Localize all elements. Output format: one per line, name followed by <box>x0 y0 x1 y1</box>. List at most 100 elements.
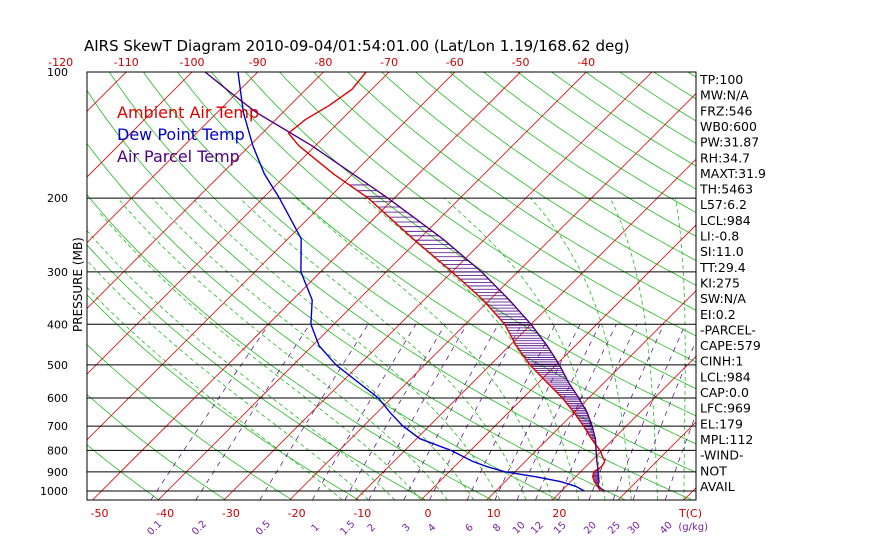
stat-entry: TT:29.4 <box>699 260 746 275</box>
isotherm-line <box>0 63 4 500</box>
series-line-air-parcel-temp <box>204 72 605 492</box>
mixing-ratio-line <box>403 324 499 500</box>
moist-adiabat-line <box>239 197 527 500</box>
y-axis-label: PRESSURE (MB) <box>71 237 85 332</box>
bottom-temperature-tick-label: -50 <box>91 507 109 520</box>
isotherm-line <box>92 72 522 500</box>
pressure-tick-label: 500 <box>47 359 68 372</box>
mixing-ratio-tick-label: 25 <box>606 520 623 537</box>
mixing-ratio-tick-label: 0.5 <box>254 519 273 538</box>
mixing-ratio-tick-label: 0.1 <box>146 519 165 538</box>
stat-entry: MAXT:31.9 <box>700 166 766 181</box>
stat-entry: WB0:600 <box>700 119 757 134</box>
stat-entry: LCL:984 <box>700 369 751 384</box>
top-temperature-tick-label: -120 <box>48 56 73 69</box>
stat-entry: -PARCEL- <box>700 322 756 337</box>
mixing-ratio-tick-label: 4 <box>426 522 438 534</box>
mixing-ratio-tick-label: 12 <box>529 520 546 537</box>
stat-entry: AVAIL <box>700 479 735 494</box>
cape-hatching <box>349 184 599 484</box>
mixing-ratio-tick-label: 30 <box>626 520 643 537</box>
stat-entry: FRZ:546 <box>700 103 753 118</box>
dry-adiabat-line <box>741 63 870 500</box>
sounding-series <box>204 72 606 492</box>
moist-adiabat-line <box>443 197 606 500</box>
stat-entry: KI:275 <box>700 275 740 290</box>
pressure-tick-label: 800 <box>47 444 68 457</box>
legend: Ambient Air Temp Dew Point Temp Air Parcel… <box>117 103 259 166</box>
mixing-ratio-tick-label: 0.2 <box>190 519 209 538</box>
dry-adiabat-line <box>244 72 696 390</box>
stat-entry: CAP:0.0 <box>700 385 749 400</box>
isotherm-line <box>750 63 870 500</box>
pressure-tick-label: 400 <box>47 318 68 331</box>
mixing-ratio-line <box>150 324 270 500</box>
stability-indices: TP:100MW:N/AFRZ:546WB0:600PW:31.87RH:34.… <box>699 72 766 494</box>
bottom-temperature-axis: -50 -40 -30 -20 -10 0 10 20 T(C) <box>91 507 702 520</box>
mixing-ratio-line <box>612 324 686 500</box>
top-temperature-tick-label: -100 <box>180 56 205 69</box>
moist-adiabat-line <box>152 197 475 500</box>
mixing-ratio-tick-label: 10 <box>511 520 528 537</box>
isotherm-line <box>355 158 696 500</box>
mixing-ratio-line <box>429 324 522 500</box>
isobars <box>87 197 696 492</box>
isotherm-line <box>420 224 696 500</box>
moist-adiabat-line <box>87 259 369 500</box>
top-temperature-tick-label: -70 <box>380 56 398 69</box>
mixing-ratio-line <box>344 324 446 500</box>
mixing-ratio-tick-label: 40 <box>658 520 675 537</box>
mixing-ratio-line <box>312 324 417 500</box>
moist-adiabat-line <box>609 197 658 500</box>
moist-adiabat-line <box>98 211 422 500</box>
isotherm-line <box>87 72 390 375</box>
isotherms <box>0 63 870 500</box>
mixing-ratio-tick-label: 2 <box>366 522 378 534</box>
isotherm-line <box>552 355 696 500</box>
stat-entry: L57:6.2 <box>700 197 747 212</box>
series-line-dew-point-temp <box>237 72 585 492</box>
bottom-temperature-tick-label: -20 <box>288 507 306 520</box>
stat-entry: LCL:984 <box>700 213 751 228</box>
moist-adiabat-line <box>363 197 580 500</box>
dry-adiabat-line <box>87 244 426 500</box>
stat-entry: LI:-0.8 <box>700 229 739 244</box>
dry-adiabat-line <box>142 72 696 473</box>
bottom-temperature-tick-label: -40 <box>156 507 174 520</box>
pressure-tick-label: 1000 <box>40 485 68 498</box>
top-temperature-tick-label: -90 <box>249 56 267 69</box>
mixing-ratio-tick-label: 6 <box>464 522 476 534</box>
mixing-ratio-line <box>535 324 617 500</box>
pressure-tick-label: 600 <box>47 392 68 405</box>
isotherm-line <box>87 72 456 441</box>
mixing-ratio-line <box>516 324 601 500</box>
stat-entry: NOT <box>700 463 727 478</box>
moist-adiabat-line <box>192 197 501 500</box>
moist-adiabat-line <box>295 197 553 500</box>
stat-entry: MPL:112 <box>700 432 753 447</box>
mixing-ratio-tick-label: 15 <box>552 520 569 537</box>
isotherm-line <box>815 63 870 500</box>
isotherm-line <box>0 63 70 500</box>
isotherm-line <box>223 72 653 500</box>
legend-entry: Air Parcel Temp <box>117 147 240 166</box>
mixing-ratio-line <box>494 324 581 500</box>
mixing-ratio-tick-label: 1.5 <box>339 519 358 538</box>
mixing-ratio-line <box>588 324 665 500</box>
mixing-ratio-line <box>195 324 311 500</box>
top-temperature-axis: -120 -110 -100 -90 -80 -70 -60 -50 -40 <box>48 56 595 69</box>
stat-entry: SW:N/A <box>700 291 746 306</box>
moist-adiabat-line <box>87 286 343 500</box>
mixing-ratio-tick-label: 3 <box>400 522 412 534</box>
isotherm-line <box>486 290 696 500</box>
top-temperature-tick-label: -40 <box>577 56 595 69</box>
dry-adiabat-line <box>278 72 696 363</box>
isotherm-line <box>158 72 587 500</box>
pressure-tick-label: 700 <box>47 420 68 433</box>
isotherm-line <box>617 421 696 500</box>
stat-entry: PW:31.87 <box>700 135 759 150</box>
plot-area <box>0 63 870 500</box>
pressure-axis: 100 200 300 400 500 600 700 800 900 1000 <box>40 66 68 498</box>
pressure-tick-label: 900 <box>47 466 68 479</box>
